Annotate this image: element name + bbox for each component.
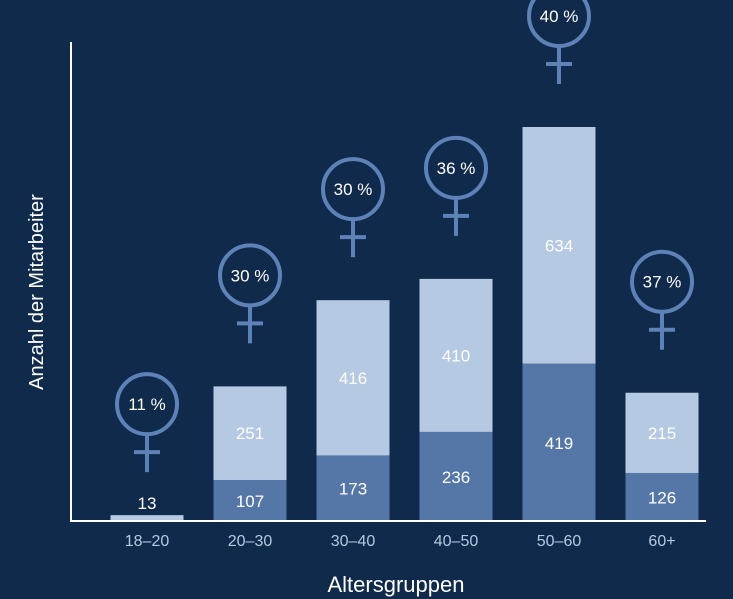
bar-segment-lower (316, 455, 390, 520)
female-share-label: 36 % (437, 159, 476, 178)
x-tick-label: 40–50 (434, 533, 479, 550)
x-tick-label: 50–60 (537, 533, 582, 550)
data-label-upper: 410 (442, 346, 470, 365)
female-share-label: 37 % (643, 273, 682, 292)
x-tick-labels: 18–20 20–30 30–40 40–50 50–60 60+ (125, 533, 676, 550)
data-label-lower: 107 (236, 492, 264, 511)
bar-segment-upper (316, 300, 390, 456)
female-symbol-icon: 37 % (630, 249, 694, 350)
x-tick-label: 18–20 (125, 533, 170, 550)
data-label-lower: 173 (339, 480, 367, 499)
bar-segment-lower (522, 363, 596, 520)
x-tick-label: 20–30 (228, 533, 273, 550)
female-share-label: 30 % (334, 180, 373, 199)
data-label-upper: 416 (339, 369, 367, 388)
data-label-lower: 236 (442, 468, 470, 487)
female-share-label: 11 % (128, 395, 166, 414)
y-axis-title: Anzahl der Mitarbeiter (26, 194, 48, 390)
bar-segment-upper (110, 515, 184, 520)
bar-segment-upper (419, 278, 493, 432)
data-label-lower: 419 (545, 434, 573, 453)
female-share-label: 40 % (540, 7, 579, 26)
bar-segment-upper (213, 386, 287, 481)
female-symbol-icon: 11 % (115, 372, 179, 473)
data-label-upper: 251 (236, 424, 264, 443)
female-symbols-layer: 11 % 30 % 30 % 36 % 40 % 37 % (115, 0, 694, 473)
female-symbol-icon: 36 % (424, 135, 488, 236)
x-tick-label: 30–40 (331, 533, 376, 550)
female-share-label: 30 % (231, 266, 270, 285)
bar-segment-upper (625, 392, 699, 473)
bar-segment-lower (625, 472, 699, 520)
x-tick-label: 60+ (648, 533, 675, 550)
female-symbol-icon: 40 % (527, 0, 591, 84)
female-symbol-icon: 30 % (321, 157, 385, 258)
data-label-upper: 634 (545, 236, 573, 255)
bar-segment-upper (522, 127, 596, 364)
female-symbol-icon: 30 % (218, 243, 282, 344)
data-label-upper: 215 (648, 424, 676, 443)
x-axis-title: Altersgruppen (328, 572, 465, 597)
data-label-upper: 13 (138, 494, 157, 513)
bar-segment-lower (419, 431, 493, 520)
bar-segment-lower (213, 480, 287, 520)
data-label-lower: 126 (648, 488, 676, 507)
bars-layer: 13 107 251 173 416 236 410 419 634 126 215 (110, 127, 699, 520)
